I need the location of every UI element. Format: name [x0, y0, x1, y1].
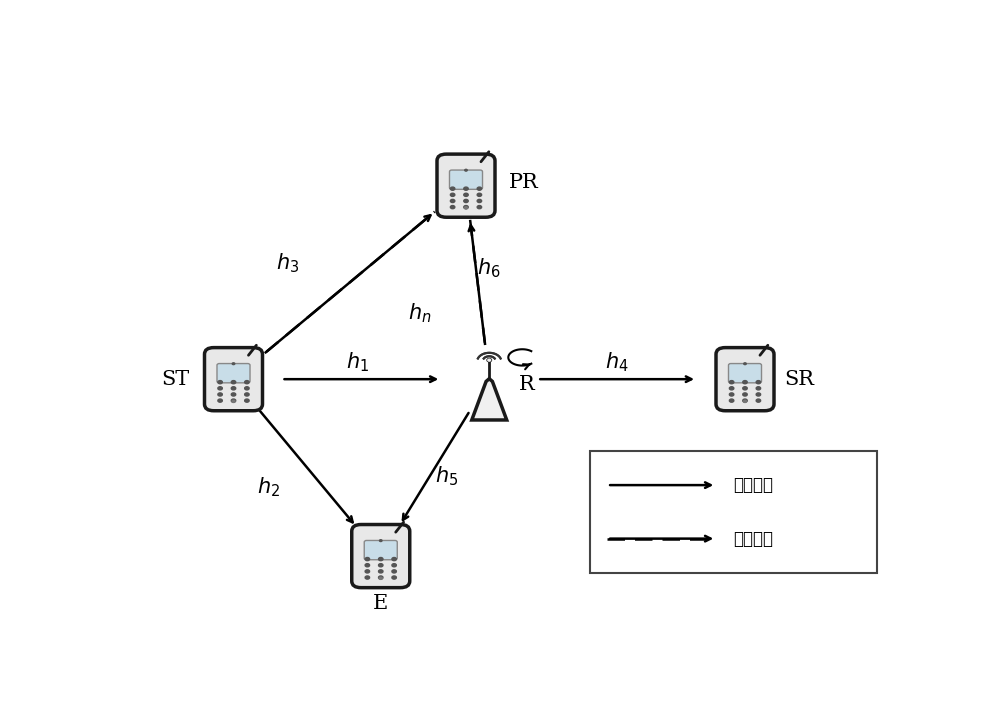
Circle shape: [379, 564, 383, 567]
Circle shape: [218, 399, 222, 402]
Circle shape: [218, 387, 222, 390]
Circle shape: [245, 387, 249, 390]
Circle shape: [392, 576, 396, 579]
Text: $h_{2}$: $h_{2}$: [257, 475, 280, 499]
Circle shape: [729, 399, 734, 402]
Circle shape: [245, 381, 249, 383]
Circle shape: [232, 363, 235, 365]
FancyBboxPatch shape: [217, 363, 250, 383]
FancyBboxPatch shape: [437, 154, 495, 218]
Text: E: E: [373, 594, 388, 612]
Circle shape: [231, 399, 236, 402]
Circle shape: [743, 393, 747, 396]
Text: SR: SR: [784, 370, 814, 388]
Circle shape: [743, 400, 747, 403]
FancyBboxPatch shape: [590, 451, 877, 573]
Circle shape: [365, 557, 370, 561]
Circle shape: [231, 393, 236, 396]
Circle shape: [392, 570, 396, 573]
Circle shape: [245, 393, 249, 396]
Circle shape: [450, 205, 455, 209]
Circle shape: [450, 187, 455, 190]
Circle shape: [392, 557, 396, 561]
FancyBboxPatch shape: [364, 541, 397, 560]
Circle shape: [756, 387, 761, 390]
Text: $h_{3}$: $h_{3}$: [276, 251, 299, 275]
Circle shape: [756, 393, 761, 396]
Circle shape: [477, 193, 482, 197]
Circle shape: [392, 564, 396, 567]
Circle shape: [756, 399, 761, 402]
Circle shape: [379, 570, 383, 573]
Circle shape: [488, 359, 491, 361]
Circle shape: [231, 387, 236, 390]
Circle shape: [743, 399, 747, 402]
Circle shape: [231, 381, 236, 383]
FancyBboxPatch shape: [728, 363, 762, 383]
Circle shape: [218, 393, 222, 396]
Circle shape: [379, 557, 383, 561]
Text: $h_{4}$: $h_{4}$: [605, 351, 629, 374]
Circle shape: [487, 358, 491, 362]
Circle shape: [464, 187, 468, 190]
Circle shape: [379, 540, 382, 541]
Circle shape: [464, 207, 468, 209]
Circle shape: [450, 200, 455, 202]
Text: $h_{1}$: $h_{1}$: [346, 351, 369, 374]
Circle shape: [379, 576, 383, 579]
Circle shape: [729, 381, 734, 383]
Circle shape: [477, 187, 482, 190]
Circle shape: [743, 381, 747, 383]
Text: PR: PR: [509, 174, 539, 192]
Circle shape: [744, 363, 746, 365]
Circle shape: [365, 570, 370, 573]
Circle shape: [365, 576, 370, 579]
Circle shape: [729, 387, 734, 390]
FancyBboxPatch shape: [352, 525, 410, 587]
Circle shape: [477, 205, 482, 209]
FancyBboxPatch shape: [204, 348, 263, 411]
Text: R: R: [519, 376, 534, 394]
Text: 传输链路: 传输链路: [733, 476, 773, 494]
Circle shape: [464, 193, 468, 197]
Circle shape: [232, 400, 235, 403]
Circle shape: [729, 393, 734, 396]
Circle shape: [477, 200, 482, 202]
Circle shape: [379, 577, 382, 579]
Text: $h_{n}$: $h_{n}$: [408, 301, 431, 325]
FancyBboxPatch shape: [449, 170, 483, 190]
Circle shape: [218, 381, 222, 383]
Text: 干扰链路: 干扰链路: [733, 530, 773, 548]
Text: $h_{5}$: $h_{5}$: [435, 464, 458, 488]
Circle shape: [464, 205, 468, 209]
Circle shape: [743, 387, 747, 390]
Circle shape: [450, 193, 455, 197]
FancyBboxPatch shape: [716, 348, 774, 411]
Circle shape: [365, 564, 370, 567]
Circle shape: [756, 381, 761, 383]
Polygon shape: [472, 378, 507, 420]
Text: $h_{6}$: $h_{6}$: [477, 257, 501, 281]
Text: ST: ST: [161, 370, 190, 388]
Circle shape: [465, 169, 467, 171]
Circle shape: [464, 200, 468, 202]
Circle shape: [245, 399, 249, 402]
